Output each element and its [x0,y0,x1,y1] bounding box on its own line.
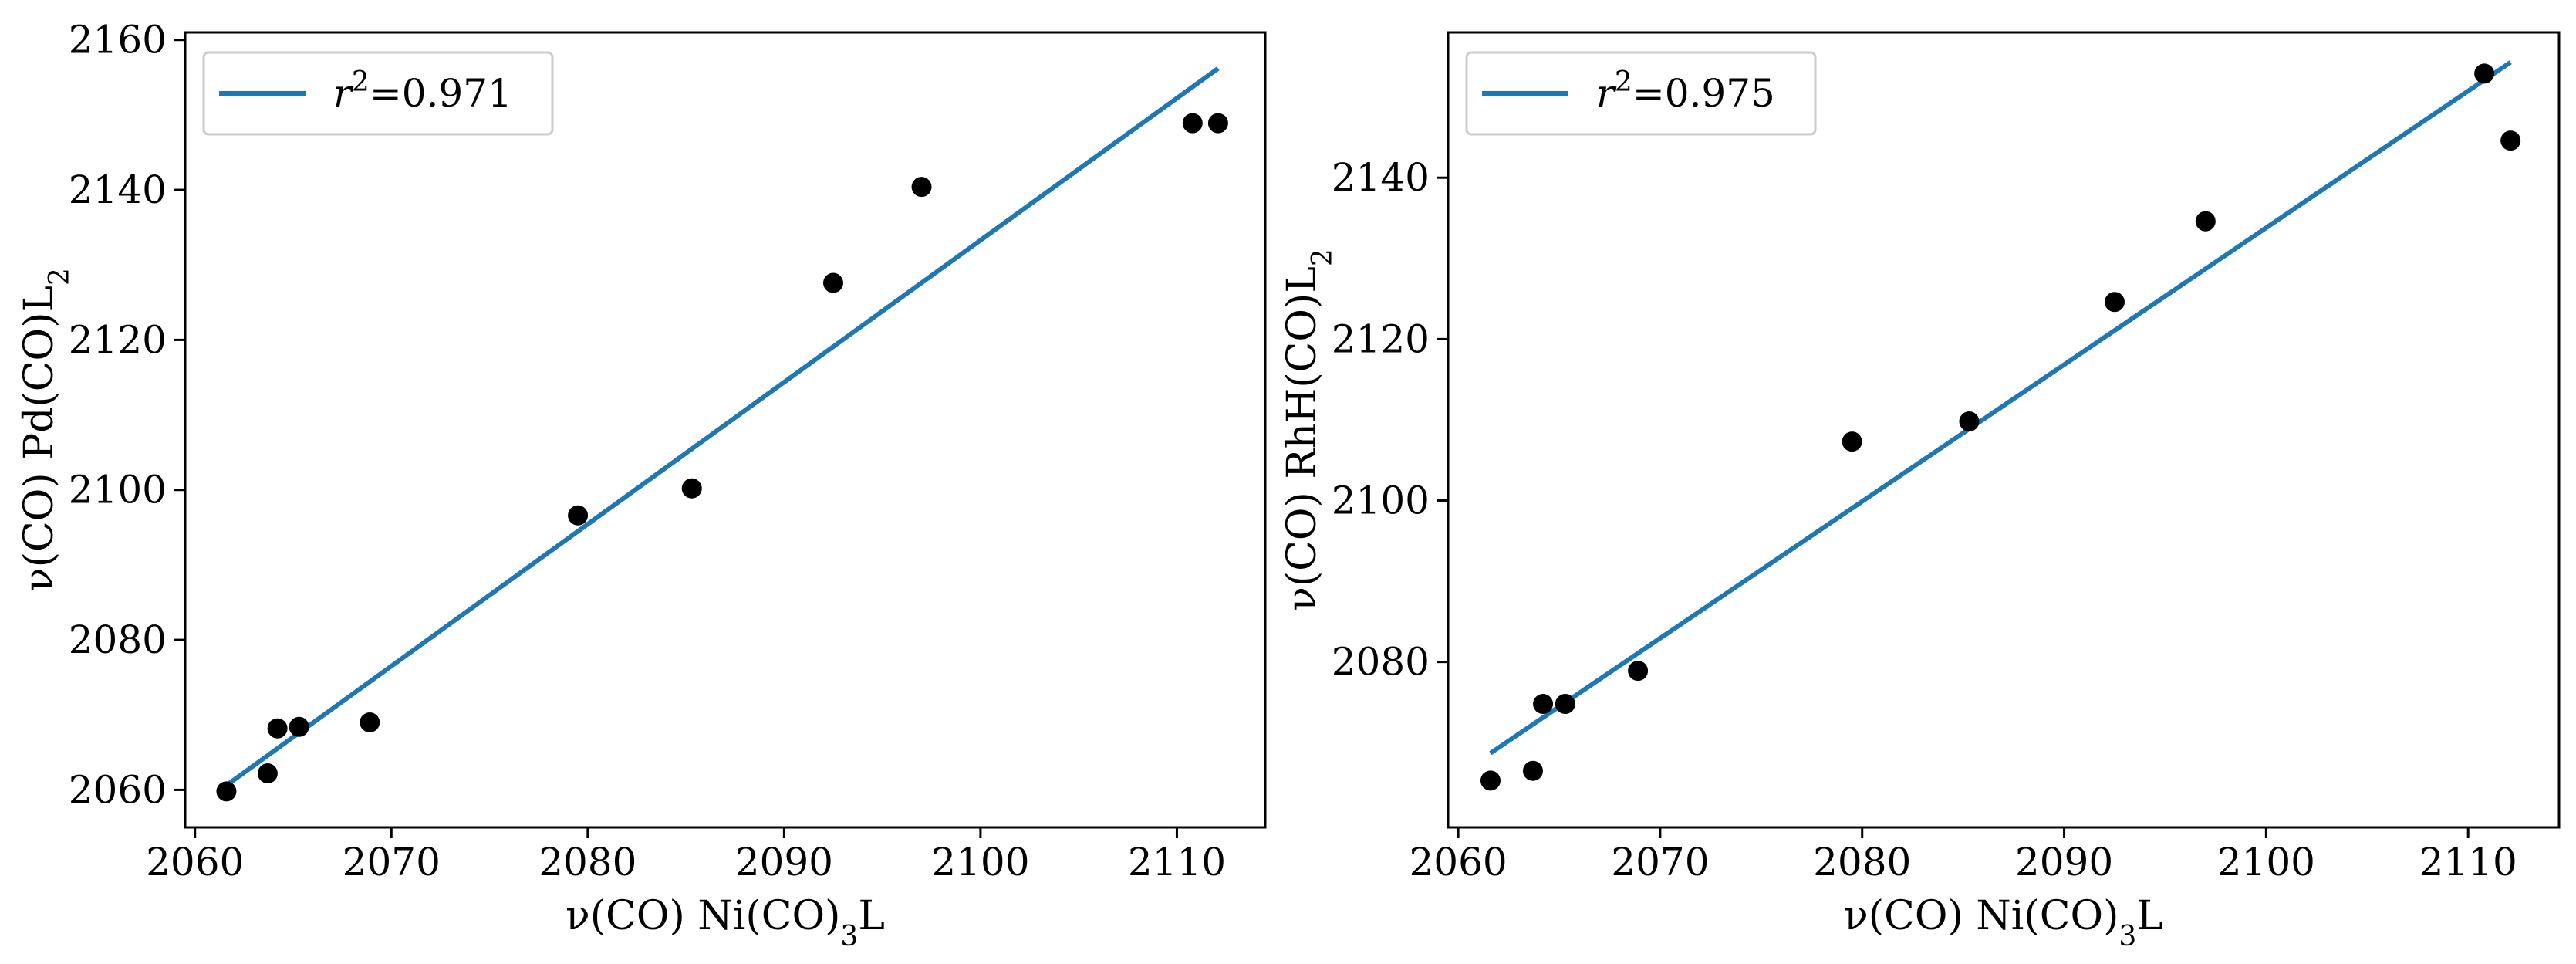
fit-line [225,66,1220,788]
data-point [1959,411,1980,432]
data-point [257,763,278,784]
y-tick-label: 2080 [69,617,167,662]
legend-label: r2=0.971 [333,66,512,117]
y-tick-label: 2080 [1332,640,1430,685]
data-point [1207,113,1228,134]
data-point [2195,211,2216,232]
y-tick-label: 2160 [69,18,167,63]
x-axis-label: ν(CO) Ni(CO)3L [566,893,885,952]
data-point [1182,113,1203,134]
data-point [1480,770,1501,791]
y-tick-label: 2120 [1332,316,1430,361]
data-point [267,718,288,739]
y-tick-label: 2120 [69,317,167,362]
chart-panel-2: 2060 2070 2080 2090 2100 2110 2080 2100 2120 2140… [1279,31,2561,952]
x-tick-label: 2090 [2015,840,2113,885]
plot-frame [184,31,1267,829]
x-tick-label: 2110 [1128,840,1226,885]
x-axis-label: ν(CO) Ni(CO)3L [1844,893,2163,952]
data-point [2105,292,2125,313]
y-axis-label: ν(CO) RhH(CO)L2 [1279,249,1339,611]
x-tick-label: 2060 [146,840,244,885]
y-tick-label: 2060 [69,767,167,812]
y-tick-label: 2140 [69,167,167,212]
data-point [1533,694,1554,715]
x-tick-label: 2100 [931,840,1029,885]
y-tick-label: 2100 [1332,478,1430,523]
data-point [2500,130,2521,151]
x-tick-label: 2110 [2419,840,2517,885]
data-point [823,272,843,293]
legend-box [202,51,554,136]
y-tick-label: 2140 [1332,155,1430,200]
data-point [1555,694,1575,715]
y-axis-label: ν(CO) Pd(CO)L2 [16,268,76,592]
data-point [1842,431,1862,452]
data-point [681,478,702,499]
data-point [216,781,237,802]
fit-line [1489,60,2512,756]
x-tick-label: 2070 [1611,840,1709,885]
x-tick-label: 2100 [2217,840,2315,885]
plot-frame [1447,31,2561,829]
data-point [1522,760,1543,781]
x-tick-label: 2080 [538,840,636,885]
x-tick-label: 2080 [1813,840,1911,885]
x-tick-label: 2090 [735,840,833,885]
legend-box [1465,51,1817,136]
y-tick-label: 2100 [69,468,167,512]
data-point [2474,63,2495,84]
data-point [911,177,932,198]
legend-label: r2=0.975 [1596,66,1775,117]
data-point [289,716,309,737]
chart-panel-1: 2060 2070 2080 2090 2100 2110 2060 2080 2100 2120… [16,18,1267,952]
data-point [360,712,380,732]
data-point [568,505,589,526]
data-point [1628,661,1649,682]
x-tick-label: 2060 [1409,840,1507,885]
x-tick-label: 2070 [343,840,441,885]
